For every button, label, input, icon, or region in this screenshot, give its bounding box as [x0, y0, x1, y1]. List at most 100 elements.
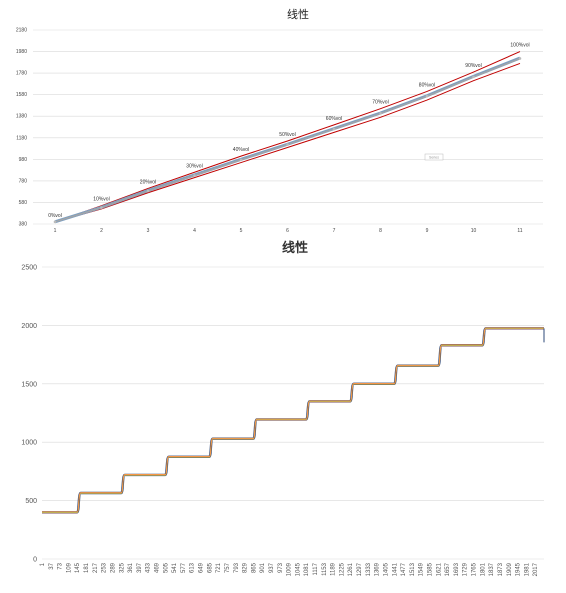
chart-bottom-xtick-label: 145 — [75, 562, 81, 573]
chart-bottom-svg: 线性 0 500 1000 1500 2000 2500 1 37 73 109 145 181 21… — [21, 240, 545, 576]
chart-bottom-xtick-label: 1549 — [419, 562, 425, 576]
chart-top-ytick-label: 1180 — [16, 135, 27, 141]
chart-bottom-xtick-label: 793 — [234, 562, 240, 573]
chart-bottom-xtick-label: 1909 — [507, 562, 513, 576]
chart-bottom-xtick-label: 1441 — [392, 562, 398, 576]
chart-bottom-xtick-label: 1693 — [454, 562, 460, 576]
chart-top-xtick-label: 1 — [54, 228, 57, 234]
chart-top-xtick-label: 6 — [286, 228, 289, 234]
chart-top-point — [146, 189, 150, 193]
chart-bottom-ytick-label: 0 — [33, 557, 37, 564]
chart-bottom: 线性 0 500 1000 1500 2000 2500 1 37 73 109 145 181 21… — [0, 238, 566, 593]
chart-bottom-xtick-label: 541 — [172, 562, 178, 573]
chart-top-xtick-label: 9 — [426, 228, 429, 234]
chart-bottom-ytick-label: 1500 — [21, 381, 37, 388]
chart-top-legend-box — [424, 153, 444, 161]
chart-bottom-xtick-label: 685 — [207, 562, 213, 573]
chart-bottom-xtick-label: 1405 — [383, 562, 389, 576]
chart-bottom-xtick-label: 577 — [181, 562, 187, 573]
chart-top-xtick-label: 2 — [100, 228, 103, 234]
chart-bottom-xtick-label: 1 — [40, 562, 46, 566]
chart-bottom-xtick-label: 505 — [163, 562, 169, 573]
chart-top-ytick-label: 580 — [19, 200, 28, 206]
chart-bottom-xtick-label: 1153 — [322, 562, 328, 576]
chart-top-series-line — [54, 51, 521, 223]
chart-top-annotation: 100%vol — [510, 43, 529, 49]
chart-top-annotation: 60%vol — [326, 116, 342, 122]
chart-top-ytick-label: 1580 — [16, 92, 27, 98]
chart-bottom-xtick-label: 109 — [66, 562, 72, 573]
chart-bottom-xtick-label: 1045 — [295, 562, 301, 576]
chart-bottom-xtick-label: 937 — [269, 562, 275, 573]
chart-bottom-xtick-label: 829 — [243, 562, 249, 573]
chart-top-annotation: 20%vol — [140, 179, 156, 185]
chart-top-annotation: 90%vol — [465, 63, 481, 69]
chart-top-legend-text: Series — [429, 156, 439, 160]
chart-top-annotation: 10%vol — [93, 197, 109, 203]
chart-bottom-xtick-label: 73 — [58, 562, 64, 569]
chart-bottom-xtick-label: 1117 — [313, 562, 319, 575]
chart-top-xtick-label: 5 — [240, 228, 243, 234]
chart-top-xtick-label: 4 — [193, 228, 196, 234]
chart-top-xtick-label: 8 — [379, 228, 382, 234]
chart-bottom-ytick-label: 500 — [25, 498, 37, 505]
chart-bottom-xtick-label: 1477 — [401, 562, 407, 576]
chart-bottom-xtick-label: 1369 — [375, 562, 381, 576]
chart-top-point — [286, 143, 289, 146]
chart-bottom-xtick-label: 1261 — [348, 562, 354, 576]
chart-bottom-xtick-label: 901 — [260, 562, 266, 573]
chart-bottom-xtick-label: 289 — [110, 562, 116, 573]
chart-bottom-xtick-label: 1801 — [480, 562, 486, 576]
chart-bottom-xtick-label: 1729 — [463, 562, 469, 576]
chart-top-annotation: 50%vol — [279, 132, 295, 138]
chart-bottom-xtick-label: 1621 — [436, 562, 442, 576]
chart-top-point — [53, 220, 57, 224]
chart-bottom-xtick-label: 1513 — [410, 562, 416, 576]
chart-bottom-xtick-label: 37 — [49, 562, 55, 569]
chart-top-point — [425, 94, 429, 98]
chart-bottom-xtick-label: 1981 — [524, 562, 530, 576]
chart-bottom-xtick-label: 1081 — [304, 562, 310, 576]
chart-top-annotation: 0%vol — [48, 213, 62, 219]
chart-top-xtick-label: 11 — [517, 228, 522, 234]
chart-top-xtick-label: 7 — [333, 228, 336, 234]
chart-bottom-xtick-label: 721 — [216, 562, 222, 573]
chart-bottom-xtick-label: 1189 — [331, 562, 337, 576]
chart-bottom-xtick-label: 2017 — [533, 562, 539, 576]
chart-top-ytick-label: 1780 — [16, 71, 27, 77]
chart-bottom-series-line — [42, 327, 544, 513]
chart-bottom-xtick-label: 217 — [93, 562, 99, 573]
chart-top-point — [193, 174, 196, 177]
chart-bottom-xtick-label: 325 — [119, 562, 125, 573]
chart-top-point — [518, 57, 522, 60]
chart-bottom-xtick-label: 433 — [146, 562, 152, 573]
chart-bottom-title: 线性 — [282, 240, 308, 256]
chart-top-point — [239, 158, 243, 162]
chart-bottom-xtick-label: 1297 — [357, 562, 363, 576]
chart-top-point — [332, 127, 336, 131]
chart-top-point — [472, 75, 475, 79]
chart-bottom-xtick-label: 1657 — [445, 562, 451, 576]
chart-bottom-xtick-label: 1585 — [428, 562, 434, 576]
chart-top-title: 线性 — [287, 7, 309, 21]
chart-top-ytick-label: 380 — [19, 222, 28, 228]
chart-top: 线性 380 580 780 980 1180 1380 1580 1780 1980 2180 … — [0, 0, 566, 238]
chart-top-ytick-label: 1380 — [16, 114, 27, 120]
chart-top-annotation: 30%vol — [186, 163, 202, 169]
chart-bottom-xtick-label: 253 — [102, 562, 108, 573]
chart-top-xtick-label: 10 — [471, 228, 477, 234]
chart-bottom-xtick-label: 865 — [251, 562, 257, 573]
chart-top-point — [379, 112, 382, 115]
chart-bottom-xtick-label: 361 — [128, 562, 134, 573]
chart-bottom-ytick-label: 1000 — [21, 440, 37, 447]
chart-bottom-xtick-label: 613 — [190, 562, 196, 573]
chart-bottom-xtick-label: 649 — [199, 562, 205, 573]
chart-bottom-xtick-label: 1333 — [366, 562, 372, 576]
chart-top-xtick-label: 3 — [147, 228, 150, 234]
chart-bottom-xtick-label: 973 — [278, 562, 284, 573]
chart-top-annotation: 70%vol — [372, 100, 388, 106]
chart-top-annotation: 40%vol — [233, 147, 249, 153]
chart-bottom-xtick-label: 1765 — [472, 562, 478, 576]
chart-bottom-xtick-label: 469 — [154, 562, 160, 573]
chart-bottom-xtick-label: 1225 — [339, 562, 345, 576]
